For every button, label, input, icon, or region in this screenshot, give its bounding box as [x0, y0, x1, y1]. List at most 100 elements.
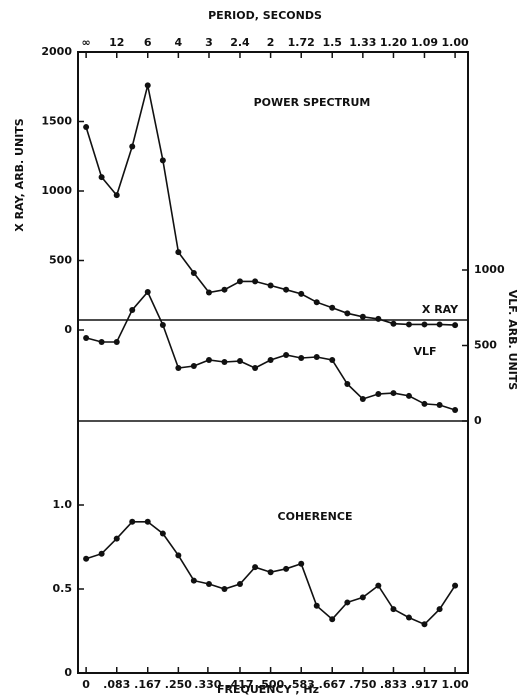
x-tick-label: 1.00	[442, 678, 469, 691]
data-point	[359, 594, 366, 601]
panel-title: POWER SPECTRUM	[254, 96, 371, 109]
top-tick-label: 1.33	[349, 36, 376, 49]
data-point	[283, 352, 290, 359]
data-point	[390, 606, 397, 613]
x-tick-label: .167	[134, 678, 161, 691]
x-tick-label: .917	[411, 678, 438, 691]
x-tick-label: .083	[103, 678, 130, 691]
x-tick-label: .500	[257, 678, 284, 691]
data-point	[405, 321, 412, 328]
y-tick-label: 0	[64, 666, 72, 679]
data-point	[175, 249, 182, 256]
data-point	[298, 355, 305, 362]
data-point	[129, 143, 136, 150]
data-point	[129, 307, 136, 314]
data-point	[98, 550, 105, 557]
data-point	[83, 555, 90, 562]
data-point	[359, 395, 366, 402]
y-tick-label: 0.5	[53, 582, 73, 595]
data-point	[313, 602, 320, 609]
data-point	[267, 356, 274, 363]
data-point	[452, 406, 459, 413]
x-tick-label: .250	[165, 678, 192, 691]
y-tick-label: 500	[49, 254, 72, 267]
data-point	[390, 320, 397, 327]
data-point	[313, 353, 320, 360]
top-tick-label: 1.20	[380, 36, 407, 49]
data-point	[175, 552, 182, 559]
x-tick-label: 0	[82, 678, 90, 691]
x-axis-title: FREQUENCY , Hz	[217, 683, 319, 696]
x-tick-label: .330	[194, 678, 221, 691]
data-point	[144, 518, 151, 525]
top-tick-label: ∞	[82, 36, 91, 49]
data-point	[283, 565, 290, 572]
data-point	[329, 304, 336, 311]
top-tick-label: 1.72	[288, 36, 315, 49]
data-point	[359, 313, 366, 320]
data-point	[405, 614, 412, 621]
x-tick-label: .417	[226, 678, 253, 691]
data-point	[221, 586, 228, 592]
panel-title: COHERENCE	[278, 510, 353, 523]
data-point	[252, 564, 259, 571]
data-point	[452, 582, 459, 589]
data-point	[344, 310, 351, 317]
series-label: VLF	[413, 345, 436, 358]
data-point	[159, 321, 166, 328]
data-point	[298, 560, 305, 567]
data-point	[129, 518, 136, 525]
data-point	[375, 315, 382, 322]
series-line	[85, 85, 456, 326]
data-point	[205, 289, 212, 296]
data-point	[236, 278, 243, 285]
data-point	[175, 364, 182, 371]
data-point	[421, 400, 428, 407]
top-tick-label: 1.5	[322, 36, 342, 49]
y2-axis-title: VLF. ARB. UNITS	[506, 290, 519, 391]
data-point	[421, 321, 428, 328]
data-point	[405, 392, 412, 399]
data-point	[375, 390, 382, 397]
top-tick-label: 12	[109, 36, 124, 49]
data-point	[421, 621, 428, 628]
data-point	[436, 606, 443, 613]
data-point	[267, 569, 274, 576]
y-tick-label: 1.0	[53, 498, 73, 511]
data-point	[113, 535, 120, 542]
data-point	[344, 599, 351, 606]
y2-tick-label: 1000	[474, 263, 505, 276]
data-point	[252, 278, 259, 285]
data-point	[436, 321, 443, 328]
data-point	[329, 616, 336, 623]
x-tick-label: .750	[349, 678, 376, 691]
data-point	[205, 580, 212, 587]
data-point	[452, 322, 459, 329]
data-point	[252, 364, 259, 371]
top-tick-label: 3	[205, 36, 213, 49]
data-point	[159, 530, 166, 537]
y2-tick-label: 0	[474, 414, 482, 427]
data-point	[113, 192, 120, 199]
data-point	[159, 157, 166, 164]
data-point	[190, 363, 197, 370]
data-point	[221, 358, 228, 365]
y-tick-label: 2000	[41, 45, 72, 58]
x-tick-label: .833	[380, 678, 407, 691]
x-tick-label: .667	[319, 678, 346, 691]
series-line	[85, 290, 456, 411]
data-point	[313, 299, 320, 306]
data-point	[205, 356, 212, 363]
data-point	[98, 174, 105, 181]
y-tick-label: 1500	[41, 115, 72, 128]
x-tick-label: .583	[288, 678, 315, 691]
series-label: X RAY	[422, 303, 459, 316]
data-point	[267, 282, 274, 289]
data-point	[144, 289, 151, 296]
data-point	[98, 339, 105, 346]
data-point	[344, 381, 351, 388]
data-point	[236, 580, 243, 587]
data-point	[144, 82, 151, 89]
data-point	[83, 124, 90, 131]
